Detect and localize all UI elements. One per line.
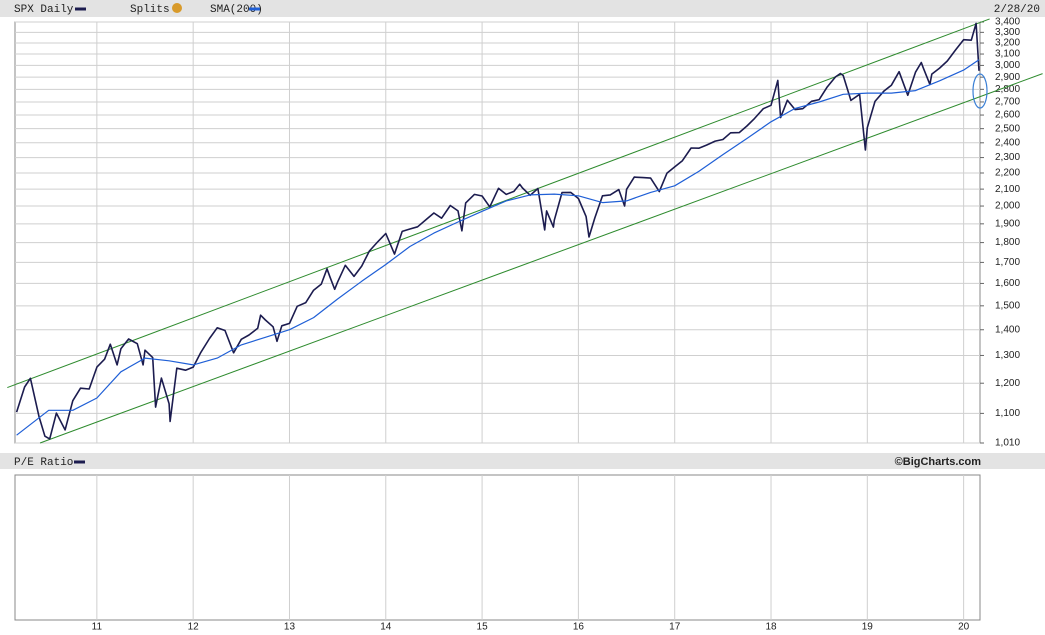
y-tick-label: 2,400	[995, 137, 1020, 148]
y-tick-label: 1,500	[995, 300, 1020, 311]
series-line	[16, 59, 980, 436]
y-tick-label: 1,800	[995, 237, 1020, 248]
y-tick-label: 2,100	[995, 184, 1020, 195]
y-tick-label: 3,100	[995, 49, 1020, 60]
legend-label: SMA(200)	[210, 4, 263, 16]
x-tick-label: 18	[765, 622, 777, 633]
source-label: ©BigCharts.com	[895, 456, 982, 468]
x-tick-label: 14	[380, 622, 392, 633]
y-tick-label: 3,300	[995, 27, 1020, 38]
y-tick-label: 3,000	[995, 60, 1020, 71]
x-tick-label: 13	[284, 622, 296, 633]
splits-icon	[172, 3, 182, 13]
x-tick-label: 15	[477, 622, 489, 633]
x-tick-label: 12	[188, 622, 200, 633]
y-tick-label: 2,900	[995, 72, 1020, 83]
y-tick-label: 2,300	[995, 152, 1020, 163]
trendline	[7, 18, 990, 389]
x-tick-label: 17	[669, 622, 681, 633]
panel-header-bar	[0, 453, 1045, 469]
y-tick-label: 1,400	[995, 324, 1020, 335]
y-tick-label: 2,000	[995, 201, 1020, 212]
plot-area	[14, 21, 981, 444]
y-tick-label: 1,600	[995, 278, 1020, 289]
y-tick-label: 3,200	[995, 38, 1020, 49]
x-tick-label: 16	[573, 622, 585, 633]
y-tick-label: 1,700	[995, 257, 1020, 268]
y-tick-label: 1,200	[995, 378, 1020, 389]
x-tick-label: 20	[958, 622, 970, 633]
y-tick-label: 2,600	[995, 110, 1020, 121]
y-tick-label: 2,200	[995, 168, 1020, 179]
splits-label: Splits	[130, 4, 170, 16]
header-bar	[0, 0, 1045, 17]
y-tick-label: 2,700	[995, 97, 1020, 108]
highlight-ellipse	[972, 73, 988, 109]
x-tick-label: 19	[862, 622, 874, 633]
series-line	[15, 22, 980, 440]
y-tick-label: 1,900	[995, 218, 1020, 229]
y-tick-label: 1,100	[995, 408, 1020, 419]
marks: 1,010 1,100 1,200 1,300 1,400 1,500 1,600 1,700…	[7, 17, 1043, 633]
y-tick-label: 3,400	[995, 17, 1020, 28]
pe-label: P/E Ratio	[14, 457, 73, 469]
y-tick-label: 2,500	[995, 123, 1020, 134]
date-label: 2/28/20	[994, 4, 1040, 16]
x-tick-label: 11	[92, 622, 103, 633]
y-tick-label: 2,800	[995, 84, 1020, 95]
legend-label: SPX Daily	[14, 4, 74, 16]
y-tick-label: 1,300	[995, 350, 1020, 361]
y-tick-label: 1,010	[995, 438, 1020, 449]
trendline	[39, 73, 1043, 444]
pe-plot-area	[14, 474, 981, 621]
